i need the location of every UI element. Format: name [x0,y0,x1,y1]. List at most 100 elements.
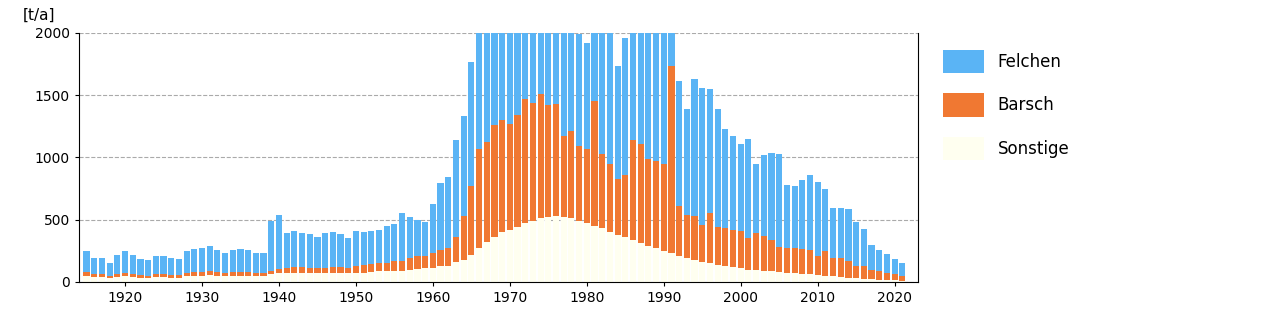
Bar [776,247,782,272]
Bar [292,231,297,267]
Bar [484,30,490,142]
Bar [607,232,613,282]
Bar [152,275,159,277]
Bar [198,272,205,276]
Bar [745,238,751,269]
Bar [822,276,828,282]
Bar [160,277,166,282]
Bar [653,24,659,161]
Bar [338,273,343,282]
Bar [707,263,713,282]
Bar [877,271,882,280]
Bar [206,246,212,271]
Bar [284,268,289,273]
Bar [315,273,320,282]
Bar [877,250,882,271]
Bar [346,238,351,268]
Bar [353,231,358,267]
Bar [691,216,698,260]
Bar [129,275,136,277]
Bar [323,273,328,282]
Bar [714,265,721,282]
Bar [760,155,767,236]
Bar [783,273,790,282]
Bar [307,268,312,273]
Bar [806,275,813,282]
Bar [768,271,774,282]
Bar [599,4,605,154]
Bar [114,255,120,275]
Bar [384,271,390,282]
Bar [868,279,874,282]
Bar [369,231,374,264]
Bar [553,104,559,216]
Bar [576,146,582,221]
Bar [445,177,452,248]
Bar [353,273,358,282]
Bar [568,131,575,219]
Bar [399,213,406,261]
Bar [637,144,644,243]
Bar [461,116,467,216]
Bar [415,269,421,282]
Bar [614,67,621,179]
Bar [175,278,182,282]
Bar [730,136,736,230]
Bar [791,186,797,248]
Bar [407,269,413,282]
Bar [229,272,236,276]
Bar [760,236,767,271]
Bar [530,0,536,103]
Bar [168,258,174,275]
Bar [576,221,582,282]
Bar [122,273,128,276]
Bar [361,265,366,273]
Bar [884,273,890,280]
Bar [323,268,328,273]
Bar [160,256,166,275]
Bar [168,278,174,282]
Bar [430,253,436,268]
Bar [430,204,436,253]
Bar [722,266,728,282]
Bar [791,248,797,273]
Bar [221,276,228,282]
Bar [252,273,259,276]
Bar [106,263,113,276]
Bar [145,260,151,276]
Bar [714,109,721,227]
Bar [584,149,590,223]
Bar [522,99,529,223]
Bar [307,234,312,268]
Bar [229,250,236,272]
Bar [214,250,220,272]
Bar [684,258,690,282]
Y-axis label: [t/a]: [t/a] [22,8,55,23]
Bar [91,258,97,275]
Bar [668,253,675,282]
Bar [330,232,335,267]
Bar [530,103,536,221]
Bar [114,277,120,282]
Bar [438,267,444,282]
Bar [522,0,529,99]
Bar [438,183,444,250]
Bar [438,250,444,267]
Bar [422,221,429,256]
Bar [584,43,590,149]
Bar [637,0,644,144]
Bar [753,270,759,282]
Bar [553,0,559,104]
Bar [892,280,897,282]
Bar [753,233,759,270]
Bar [330,267,335,273]
Bar [607,33,613,164]
Bar [653,248,659,282]
Bar [776,154,782,247]
Bar [877,280,882,282]
Bar [407,217,413,258]
Bar [668,0,675,67]
Bar [137,278,143,282]
Bar [561,217,567,282]
Bar [676,206,682,256]
